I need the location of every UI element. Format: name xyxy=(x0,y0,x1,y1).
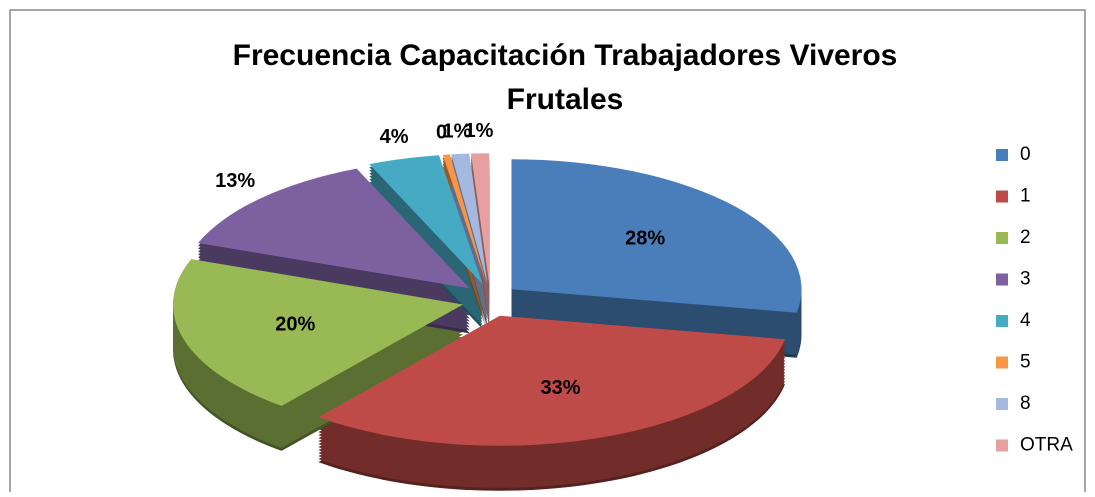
slice xyxy=(470,153,490,284)
data-label: 1% xyxy=(442,121,471,143)
legend-swatch xyxy=(996,439,1008,452)
legend-swatch xyxy=(996,356,1008,369)
slice xyxy=(511,159,802,313)
legend-label: OTRA xyxy=(1020,435,1073,456)
legend-swatch xyxy=(996,273,1008,286)
legend-label: 5 xyxy=(1020,352,1031,373)
chart-title: Frecuencia Capacitación Trabajadores Viv… xyxy=(233,39,898,116)
slice-side xyxy=(451,156,488,287)
data-label: 13% xyxy=(215,170,255,192)
legend-label: 4 xyxy=(1020,310,1031,331)
legend-label: 0 xyxy=(1020,144,1031,165)
chart-frame xyxy=(9,9,1086,492)
data-label: 33% xyxy=(541,377,581,399)
legend-label: 3 xyxy=(1020,269,1031,290)
legend-label: 1 xyxy=(1020,186,1031,207)
slice xyxy=(451,153,488,284)
legend-swatch xyxy=(996,190,1008,203)
legend-swatch xyxy=(996,232,1008,244)
slice xyxy=(318,315,786,446)
slice xyxy=(369,155,483,284)
data-label: 28% xyxy=(625,228,665,250)
slice xyxy=(173,259,464,406)
data-label: 20% xyxy=(275,313,315,335)
legend-swatch xyxy=(996,398,1008,410)
legend-swatch xyxy=(996,149,1008,161)
data-label: 4% xyxy=(380,126,409,148)
slice xyxy=(198,168,470,289)
data-label: 0 xyxy=(436,121,447,143)
legend-label: 8 xyxy=(1020,393,1031,414)
legend-label: 2 xyxy=(1020,227,1031,248)
data-label: 1% xyxy=(465,120,494,142)
legend-swatch xyxy=(996,315,1008,327)
slice xyxy=(442,154,487,284)
